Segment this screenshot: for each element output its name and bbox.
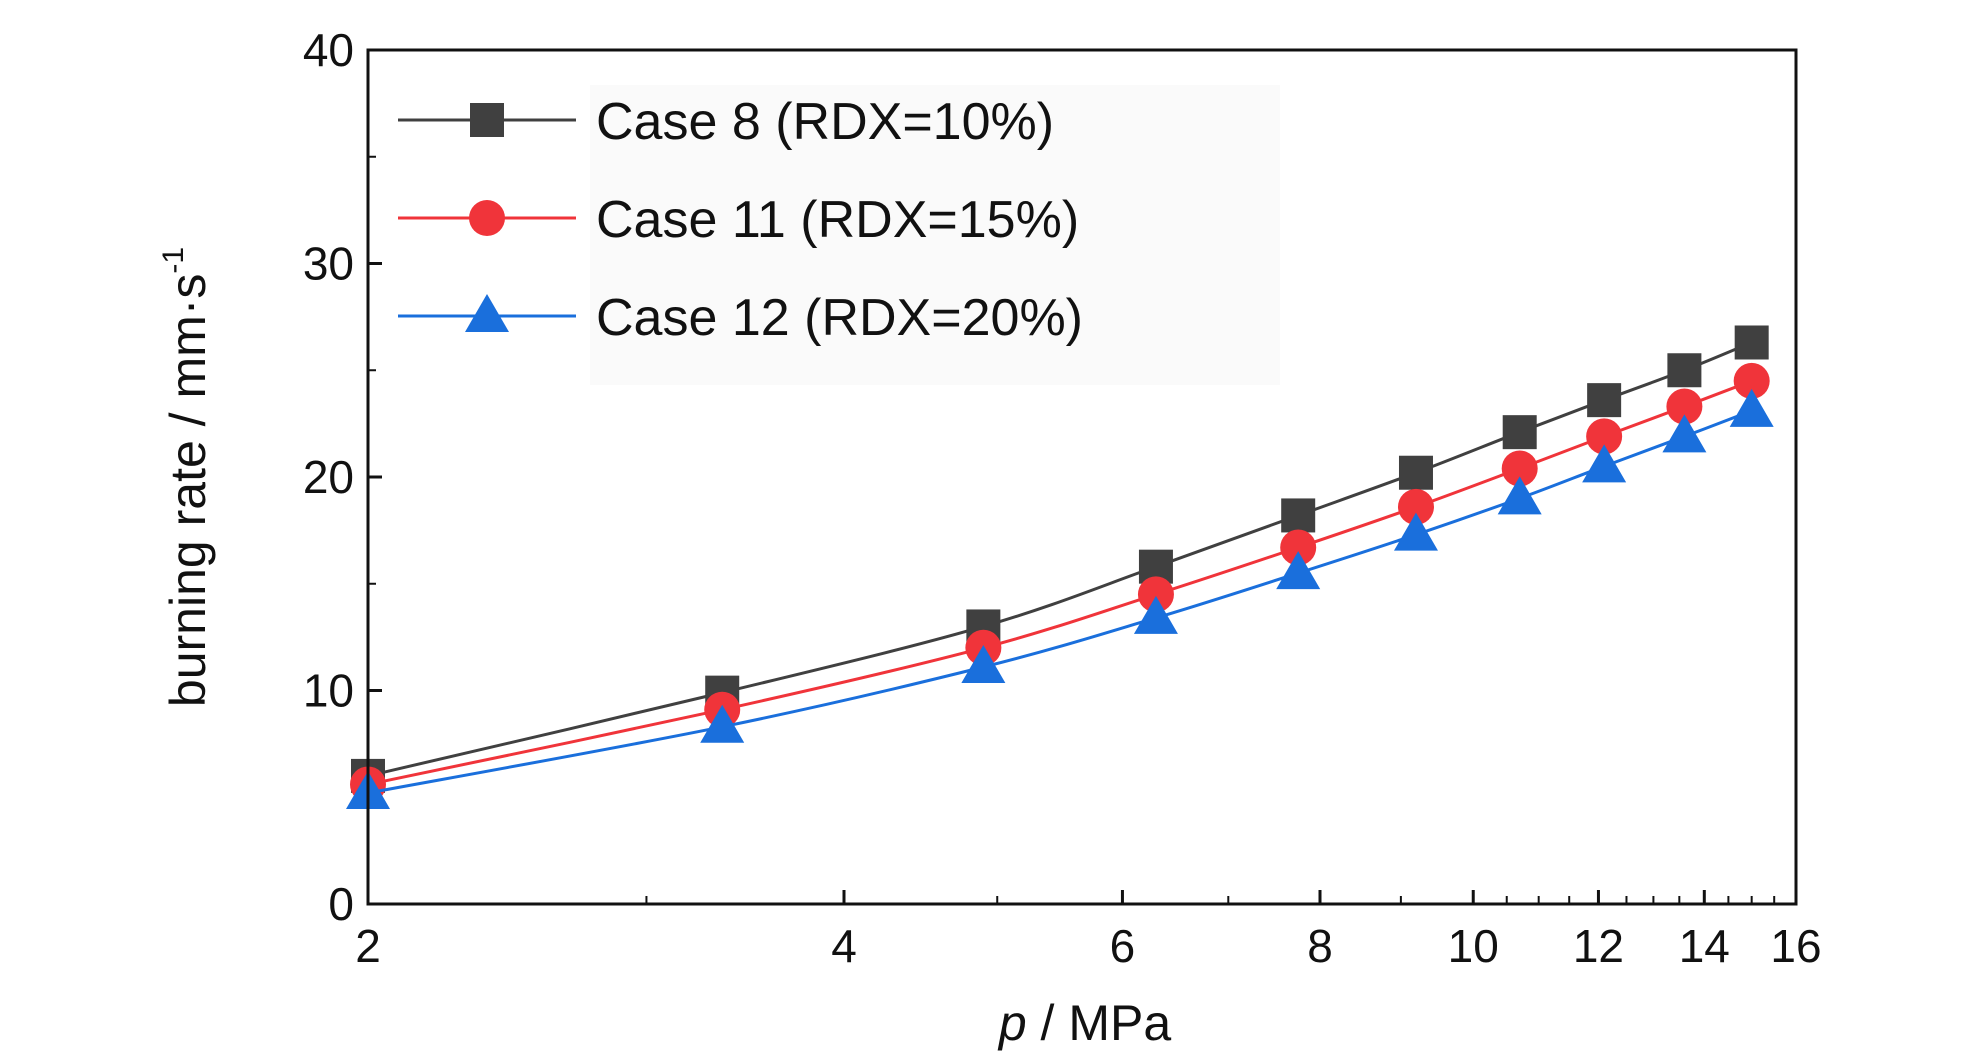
data-point xyxy=(1398,455,1433,490)
legend-marker xyxy=(470,103,504,137)
x-tick-label: 4 xyxy=(831,920,857,972)
data-point xyxy=(1667,353,1702,388)
x-tick-label: 14 xyxy=(1679,920,1730,972)
y-tick-label: 0 xyxy=(328,878,354,930)
legend-label: Case 11 (RDX=15%) xyxy=(596,191,1079,249)
x-tick-label: 10 xyxy=(1448,920,1499,972)
x-tick-label: 8 xyxy=(1307,920,1333,972)
data-point xyxy=(1501,450,1538,487)
x-axis-title-variable: p xyxy=(997,995,1027,1051)
series-layer xyxy=(346,325,1774,809)
ticks-layer: 2 4 6 8 10 12 14 16 0 10 20 30 40 xyxy=(303,24,1822,972)
y-tick-label: 10 xyxy=(303,665,354,717)
x-tick-label: 12 xyxy=(1573,920,1624,972)
data-point xyxy=(1586,418,1623,455)
series-3 xyxy=(346,388,1774,809)
y-tick-label: 30 xyxy=(303,238,354,290)
data-point xyxy=(1497,476,1542,515)
data-point xyxy=(1729,388,1774,427)
data-point xyxy=(1393,512,1438,551)
data-point xyxy=(1502,415,1537,450)
data-point xyxy=(1587,383,1622,418)
legend-item-2: Case 11 (RDX=15%) xyxy=(398,191,1079,249)
data-point xyxy=(1280,529,1317,566)
series-2 xyxy=(350,362,1770,803)
legend-marker xyxy=(465,294,509,332)
x-tick-label: 2 xyxy=(355,920,381,972)
data-point xyxy=(1666,388,1703,425)
legend-item-3: Case 12 (RDX=20%) xyxy=(398,289,1083,347)
y-tick-label: 20 xyxy=(303,451,354,503)
data-point xyxy=(1733,362,1770,399)
data-point xyxy=(1281,498,1316,533)
legend: Case 8 (RDX=10%) Case 11 (RDX=15%) Case 12… xyxy=(398,93,1083,347)
y-axis-title: burning rate / mm·s-1 xyxy=(157,247,216,707)
series-1 xyxy=(351,325,1769,793)
x-axis-title: p / MPa xyxy=(997,995,1171,1051)
data-point xyxy=(1662,414,1707,453)
legend-label: Case 8 (RDX=10%) xyxy=(596,93,1054,151)
series-line xyxy=(367,341,1753,778)
x-tick-label: 16 xyxy=(1770,920,1821,972)
data-point xyxy=(1276,551,1321,590)
y-tick-label: 40 xyxy=(303,24,354,76)
x-tick-label: 6 xyxy=(1110,920,1136,972)
legend-item-1: Case 8 (RDX=10%) xyxy=(398,93,1054,151)
data-point xyxy=(1582,444,1627,483)
legend-background xyxy=(590,85,1280,385)
y-axis-title-superscript: -1 xyxy=(157,247,190,274)
y-axis-title-main: burning rate / mm·s xyxy=(160,274,216,707)
data-point xyxy=(961,645,1006,684)
series-line xyxy=(367,379,1753,786)
data-point xyxy=(700,704,745,743)
x-axis-title-unit: / MPa xyxy=(1027,995,1172,1051)
data-point xyxy=(1133,595,1178,634)
data-point xyxy=(1734,325,1769,360)
data-point xyxy=(1397,488,1434,525)
plot-frame xyxy=(366,48,1798,906)
legend-label: Case 12 (RDX=20%) xyxy=(596,289,1083,347)
legend-marker xyxy=(469,200,505,236)
data-point xyxy=(1137,576,1174,613)
